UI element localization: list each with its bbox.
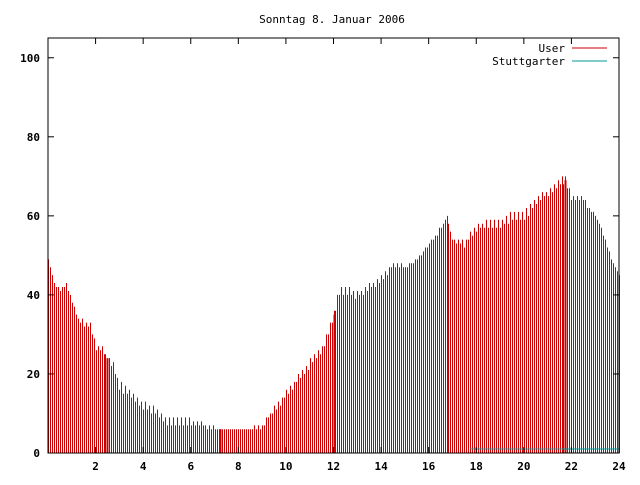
legend: User Stuttgarter	[492, 42, 607, 68]
x-tick-label: 4	[140, 460, 147, 473]
y-tick-label: 60	[27, 210, 40, 223]
chart-title: Sonntag 8. Januar 2006	[259, 13, 405, 26]
x-axis: 2 4 6 8 10 12 14 16 18 20 22 24	[92, 38, 626, 473]
x-tick-label: 6	[187, 460, 194, 473]
x-tick-label: 22	[565, 460, 578, 473]
x-tick-label: 12	[327, 460, 340, 473]
x-tick-label: 18	[470, 460, 483, 473]
y-tick-label: 40	[27, 289, 40, 302]
y-tick-label: 20	[27, 368, 40, 381]
legend-label-stuttgarter: Stuttgarter	[492, 55, 565, 68]
y-tick-label: 80	[27, 131, 40, 144]
x-tick-label: 2	[92, 460, 99, 473]
x-tick-label: 14	[374, 460, 388, 473]
x-tick-label: 8	[235, 460, 242, 473]
y-tick-label: 0	[33, 447, 40, 460]
x-tick-label: 10	[279, 460, 292, 473]
x-tick-label: 16	[422, 460, 436, 473]
bars-layer	[48, 176, 620, 453]
y-axis: 0 20 40 60 80 100	[20, 52, 619, 460]
x-tick-label: 20	[517, 460, 530, 473]
x-tick-label: 24	[612, 460, 626, 473]
y-tick-label: 100	[20, 52, 40, 65]
legend-label-user: User	[539, 42, 566, 55]
